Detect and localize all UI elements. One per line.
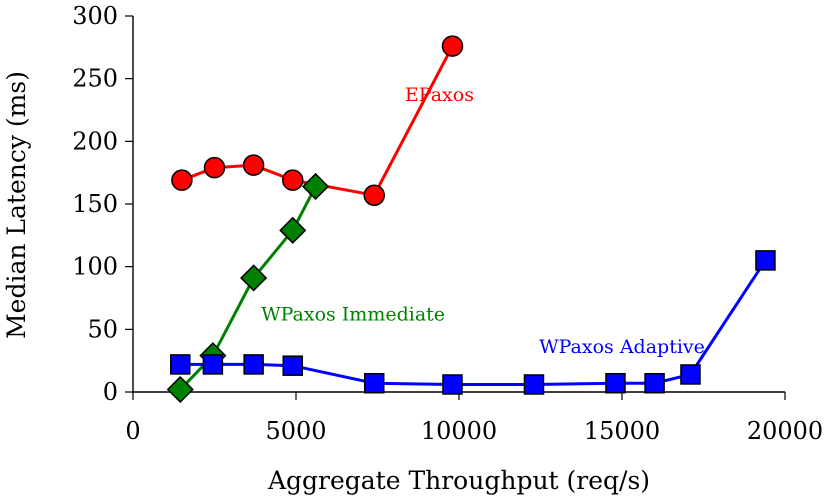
series-wpaxos-immediate: WPaxos Immediate (166, 172, 445, 404)
data-point-wpaxos-adaptive (243, 354, 264, 375)
data-point-epaxos (171, 169, 193, 191)
y-tick-label: 150 (72, 190, 118, 218)
data-point-wpaxos-adaptive (202, 354, 224, 375)
series-label-epaxos: EPaxos (405, 84, 474, 106)
data-point-wpaxos-adaptive (363, 372, 385, 394)
y-tick-label: 300 (72, 2, 118, 30)
x-tick-label: 0 (125, 417, 140, 445)
y-tick-label: 0 (103, 378, 118, 406)
data-point-wpaxos-immediate (166, 375, 194, 404)
x-axis-label: Aggregate Throughput (req/s) (267, 466, 650, 495)
data-point-wpaxos-adaptive (170, 354, 191, 375)
series-label-wpaxos-adaptive: WPaxos Adaptive (539, 336, 705, 358)
data-point-wpaxos-immediate (240, 264, 268, 292)
data-point-epaxos (441, 35, 464, 57)
y-tick-label: 50 (87, 315, 118, 343)
data-point-wpaxos-adaptive (644, 372, 665, 394)
data-point-epaxos (281, 169, 304, 191)
x-tick-label: 5000 (265, 417, 326, 445)
data-point-wpaxos-adaptive (755, 250, 776, 271)
x-tick-label: 15000 (584, 417, 660, 445)
y-tick-label: 200 (72, 127, 118, 155)
series-epaxos: EPaxos (171, 35, 474, 206)
data-point-wpaxos-adaptive (442, 374, 463, 395)
data-point-wpaxos-immediate (301, 172, 330, 201)
data-point-wpaxos-adaptive (523, 374, 545, 395)
data-point-wpaxos-adaptive (680, 364, 701, 385)
series-wpaxos-adaptive: WPaxos Adaptive (170, 250, 776, 395)
x-tick-label: 20000 (747, 417, 823, 445)
series-layer: EPaxos WPaxos Immediate WPaxos Adaptive (166, 35, 776, 404)
data-point-epaxos (242, 154, 265, 176)
data-point-wpaxos-adaptive (605, 372, 626, 394)
y-axis-label: Median Latency (ms) (2, 71, 31, 339)
data-point-wpaxos-adaptive (282, 355, 303, 376)
y-tick-label: 250 (72, 65, 118, 93)
axes: 0 50 100 150 200 250 300 0 5000 10000 15000 20000 (72, 2, 823, 445)
y-tick-label: 100 (72, 253, 118, 281)
x-tick-label: 10000 (421, 417, 497, 445)
series-label-wpaxos-immediate: WPaxos Immediate (261, 304, 445, 326)
data-point-wpaxos-immediate (279, 216, 307, 244)
data-point-epaxos (363, 184, 385, 206)
data-point-epaxos (203, 156, 226, 179)
